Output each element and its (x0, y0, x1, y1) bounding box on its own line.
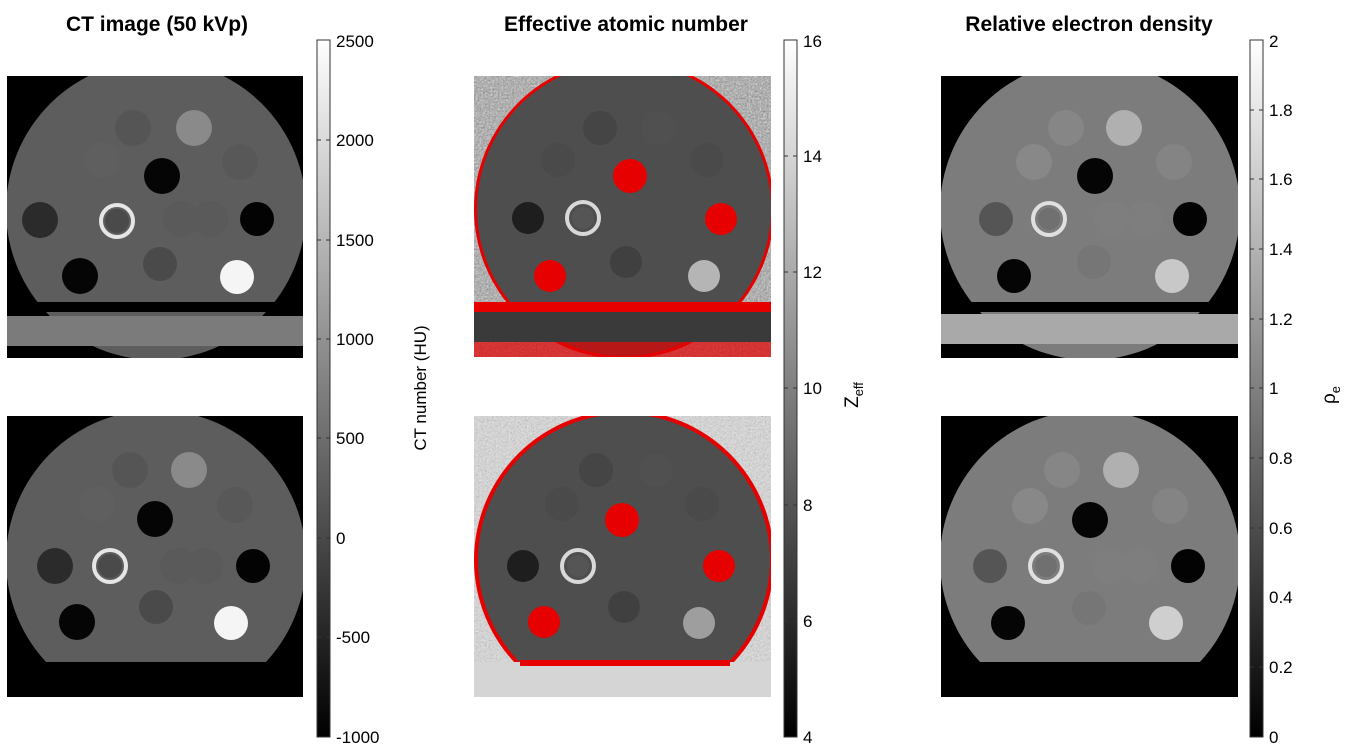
zeff-image-top (474, 76, 771, 357)
density-tick-label: 1 (1269, 379, 1278, 398)
zeff-panel: Effective atomic number (474, 13, 866, 747)
zeff-colorbar: 16 14 12 10 8 6 4 Zeff (783, 32, 866, 747)
zeff-image-bottom (474, 416, 771, 697)
density-tick-label: 0.6 (1269, 519, 1293, 538)
ct-colorbar: 2500 2000 1500 1000 500 0 -500 -1000 CT … (316, 32, 430, 747)
zeff-tick-label: 6 (803, 612, 812, 631)
density-tick-label: 1.4 (1269, 240, 1293, 259)
zeff-tick-label: 8 (803, 496, 812, 515)
ct-tick-label: -1000 (336, 728, 379, 747)
density-colorbar: 2 1.8 1.6 1.4 1.2 1 0.8 0.6 0.4 0.2 0 ρe (1249, 32, 1343, 747)
ct-panel-title: CT image (50 kVp) (66, 13, 248, 36)
density-tick-label: 0.8 (1269, 449, 1293, 468)
density-tick-label: 2 (1269, 32, 1278, 51)
ct-image-top (7, 76, 303, 358)
density-panel: Relative electron density (941, 13, 1343, 747)
density-tick-label: 1.6 (1269, 170, 1293, 189)
zeff-panel-title: Effective atomic number (504, 13, 748, 36)
zeff-tick-label: 4 (803, 728, 812, 747)
ct-tick-label: 1500 (336, 231, 374, 250)
density-colorbar-label: ρe (1319, 386, 1343, 404)
zeff-tick-label: 10 (803, 379, 822, 398)
zeff-tick-label: 16 (803, 32, 822, 51)
zeff-tick-label: 14 (803, 147, 822, 166)
density-tick-label: 0.2 (1269, 658, 1293, 677)
density-tick-label: 0 (1269, 728, 1278, 747)
ct-tick-label: 2000 (336, 131, 374, 150)
ct-tick-label: -500 (336, 628, 370, 647)
zeff-tick-label: 12 (803, 263, 822, 282)
density-tick-label: 0.4 (1269, 588, 1293, 607)
density-tick-label: 1.2 (1269, 310, 1293, 329)
ct-tick-label: 1000 (336, 330, 374, 349)
zeff-colorbar-label: Zeff (842, 382, 866, 408)
density-colorbar-ticks (1250, 109, 1263, 668)
density-image-top (941, 76, 1238, 358)
zeff-colorbar-ticks (784, 155, 797, 622)
ct-image-bottom (7, 416, 303, 697)
ct-tick-label: 2500 (336, 32, 374, 51)
density-tick-label: 1.8 (1269, 101, 1293, 120)
ct-colorbar-ticks (317, 139, 330, 638)
density-panel-title: Relative electron density (965, 13, 1213, 36)
ct-panel: CT image (50 kVp) (7, 13, 430, 747)
ct-tick-label: 0 (336, 529, 345, 548)
ct-colorbar-label: CT number (HU) (411, 325, 430, 450)
ct-tick-label: 500 (336, 429, 364, 448)
density-image-bottom (941, 416, 1238, 697)
